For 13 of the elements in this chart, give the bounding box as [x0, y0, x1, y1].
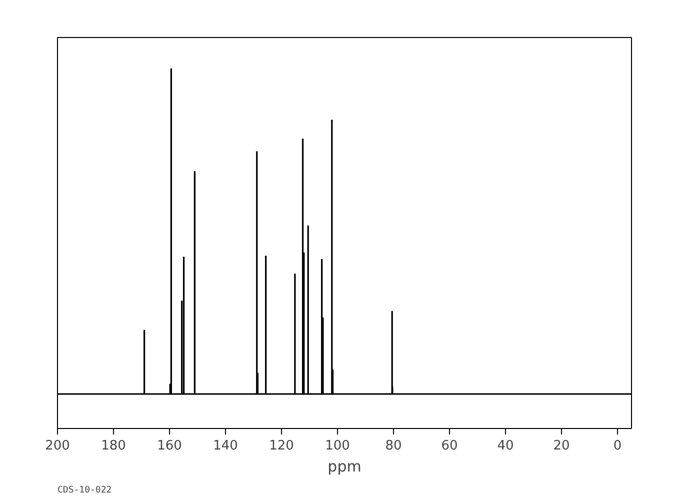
x-axis-title: ppm [328, 458, 362, 476]
text: CDS-10-022 [58, 486, 112, 496]
x-tick-label: 0 [613, 438, 622, 454]
x-tick-label: 100 [325, 438, 350, 454]
x-tick-label: 20 [553, 438, 570, 454]
x-tick-label: 80 [385, 438, 402, 454]
x-tick-label: 60 [441, 438, 458, 454]
x-tick-label: 140 [213, 438, 238, 454]
x-tick-label: 40 [497, 438, 514, 454]
x-tick-label: 160 [157, 438, 182, 454]
x-tick-label: 180 [101, 438, 126, 454]
x-tick-label: 120 [269, 438, 294, 454]
x-tick-label: 200 [45, 438, 70, 454]
